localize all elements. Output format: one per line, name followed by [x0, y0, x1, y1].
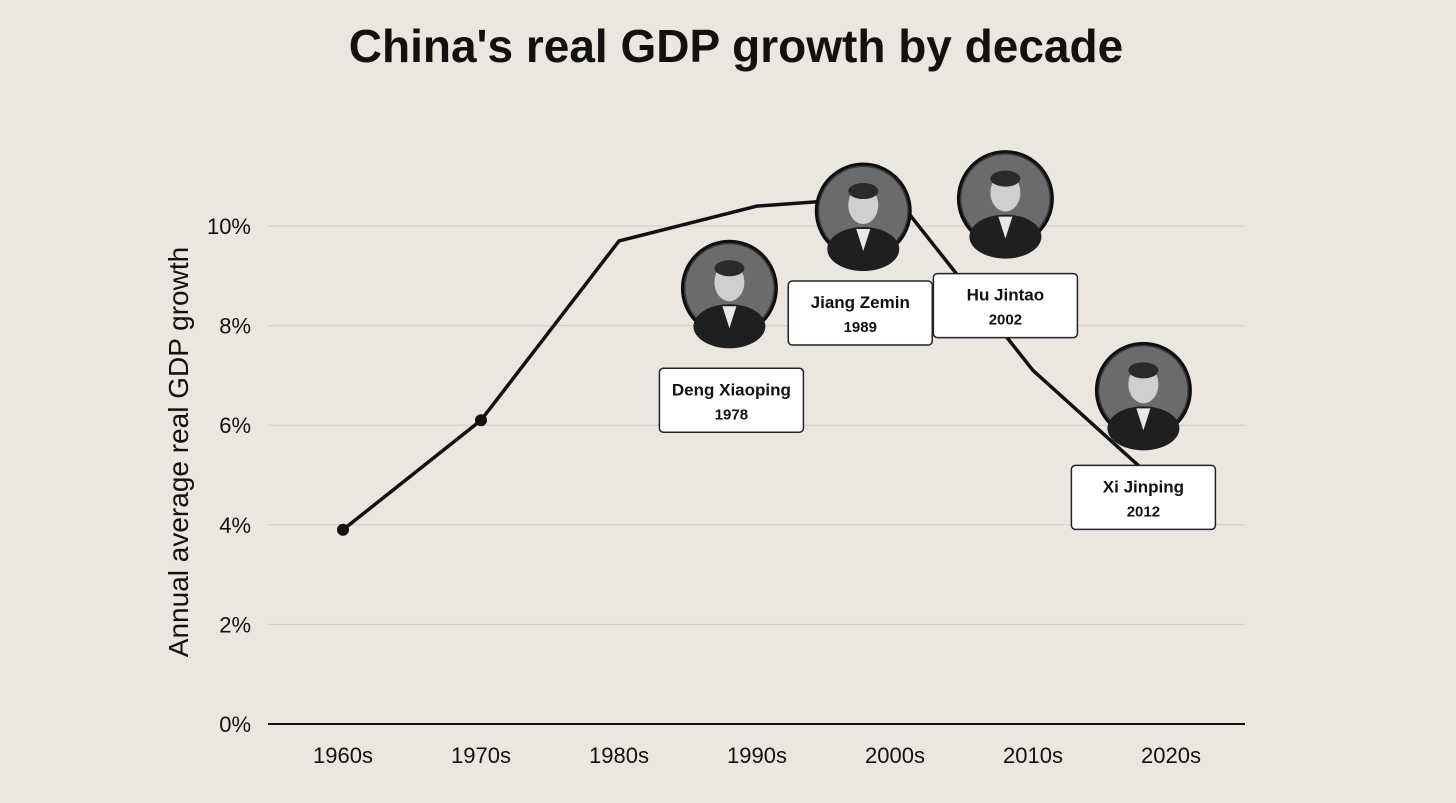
y-tick-label: 10%	[207, 214, 251, 239]
leader-annotations: Deng Xiaoping 1978 Jiang Zemin 1989 Hu Jinta…	[658, 150, 1217, 531]
leader-annotation: Xi Jinping 2012	[1070, 341, 1217, 531]
y-tick-label: 0%	[219, 712, 251, 737]
leader-name: Xi Jinping	[1103, 477, 1184, 496]
leader-name: Hu Jintao	[967, 286, 1044, 305]
annotation-box	[658, 367, 805, 433]
leader-annotation: Hu Jintao 2002	[932, 150, 1079, 339]
annotation-box	[787, 280, 934, 346]
portrait-icon	[1094, 341, 1192, 451]
leader-name: Deng Xiaoping	[672, 380, 791, 399]
y-axis-label: Annual average real GDP growth	[163, 247, 194, 657]
y-tick-label: 8%	[219, 314, 251, 339]
leader-annotation: Jiang Zemin 1989	[787, 162, 934, 346]
portrait-icon	[814, 162, 912, 272]
leader-year: 1978	[715, 406, 748, 423]
y-tick-label: 6%	[219, 413, 251, 438]
x-tick-label: 2010s	[1003, 743, 1063, 768]
x-tick-label: 1980s	[589, 743, 649, 768]
annotation-box	[932, 272, 1079, 339]
x-tick-label: 2000s	[865, 743, 925, 768]
leader-year: 1989	[844, 319, 877, 336]
leader-year: 2002	[989, 312, 1022, 329]
leader-year: 2012	[1127, 503, 1160, 520]
annotation-box	[1070, 464, 1217, 531]
data-point	[337, 523, 349, 536]
y-tick-label: 4%	[219, 513, 251, 538]
x-tick-label: 2020s	[1141, 743, 1201, 768]
chart-title: China's real GDP growth by decade	[349, 20, 1123, 72]
y-tick-label: 2%	[219, 612, 251, 637]
leader-annotation: Deng Xiaoping 1978	[658, 239, 805, 433]
x-tick-label: 1970s	[451, 743, 511, 768]
portrait-icon	[680, 239, 778, 349]
portrait-icon	[956, 150, 1054, 259]
x-tick-label: 1960s	[313, 743, 373, 768]
series-line-layer	[341, 194, 1173, 532]
x-tick-label: 1990s	[727, 743, 787, 768]
axes: 0% 2% 4% 6% 8% 10% 1960s 1970s 1980s 1990s 2000s 20…	[207, 214, 1245, 768]
leader-name: Jiang Zemin	[811, 293, 910, 312]
data-point	[475, 414, 487, 427]
series-line	[341, 194, 1173, 532]
